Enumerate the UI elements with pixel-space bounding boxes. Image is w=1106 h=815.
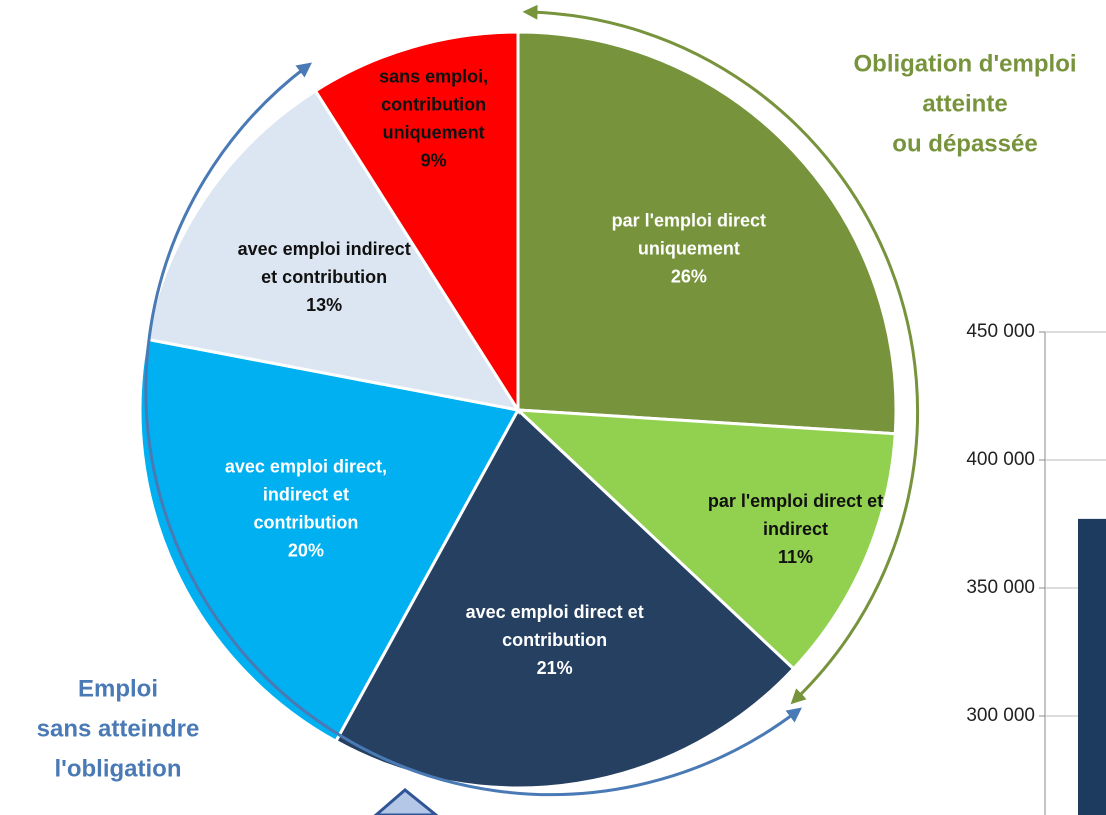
annotation: Emploi [78, 675, 158, 702]
slice-label: par l'emploi direct et [708, 491, 883, 511]
slice-value-label: 9% [421, 150, 447, 170]
slice-label: contribution [502, 630, 607, 650]
slice-value-label: 20% [288, 541, 324, 561]
slice-value-label: 21% [537, 658, 573, 678]
annotation: l'obligation [54, 755, 181, 782]
slice-value-label: 11% [778, 547, 813, 567]
y-tick-label: 450 000 [966, 321, 1035, 342]
slice-label: avec emploi direct, [225, 457, 387, 477]
annotation: Obligation d'emploi [853, 50, 1076, 77]
bracket-arrow [522, 4, 919, 705]
slice-value-label: 13% [306, 295, 342, 315]
bracket-arrow [144, 62, 802, 796]
slice-label: contribution [381, 94, 486, 114]
annotations: Obligation d'emploi atteinte ou dépassée Em… [37, 50, 1077, 782]
slice-label: et contribution [261, 267, 387, 287]
y-tick-label: 400 000 [966, 449, 1035, 470]
annotation: sans atteindre [37, 715, 200, 742]
slice-label: sans emploi, [379, 66, 488, 86]
bar [1078, 518, 1106, 815]
slice-label: indirect et [263, 485, 349, 505]
pie-slice [516, 30, 898, 436]
slice-value-label: 26% [671, 266, 707, 286]
slice-label: uniquement [383, 122, 485, 142]
pie-chart: par l'emploi direct uniquement 26% par l'em… [138, 30, 898, 790]
annotation: atteinte [922, 90, 1007, 117]
y-tick-label: 350 000 [966, 577, 1035, 598]
slice-label: par l'emploi direct [612, 210, 766, 230]
bar-chart: 300 000 350 000 400 000 450 000 [966, 321, 1106, 815]
slice-label: contribution [253, 513, 358, 533]
slice-label: uniquement [638, 238, 740, 258]
callout-shape [373, 788, 439, 815]
slice-label: avec emploi indirect [238, 239, 411, 259]
y-tick-label: 300 000 [966, 705, 1035, 726]
annotation: ou dépassée [892, 130, 1037, 157]
slice-label: avec emploi direct et [466, 602, 644, 622]
slice-label: indirect [763, 519, 828, 539]
